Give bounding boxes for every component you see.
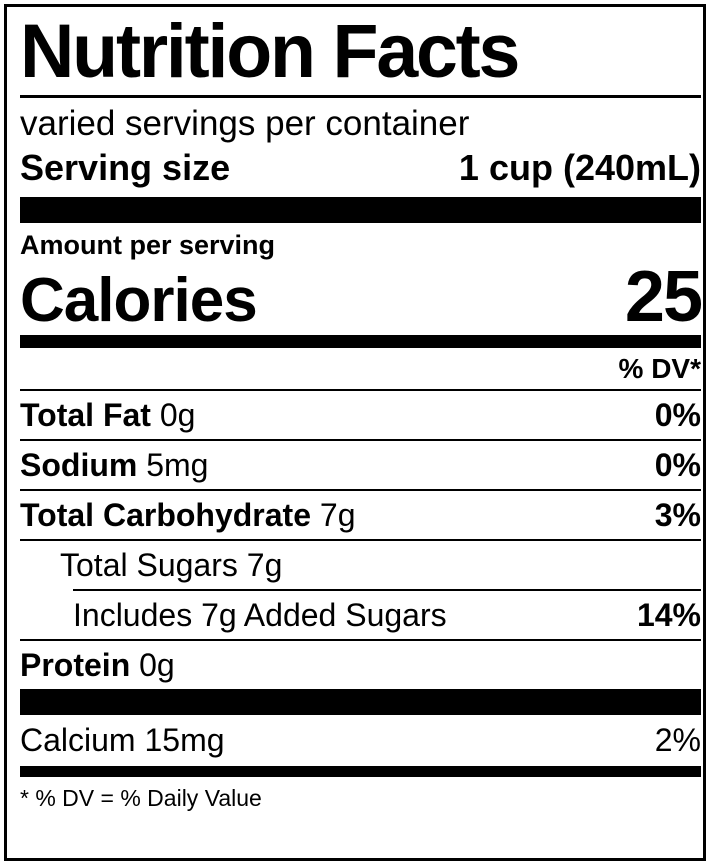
divider-row-5 (20, 639, 701, 641)
nutrient-name: Protein 0g (20, 645, 175, 685)
divider-med-footnote (20, 766, 701, 777)
calories-value: 25 (624, 257, 703, 337)
serving-size-row: Serving size 1 cup (240mL) (20, 145, 701, 197)
nutrient-dv: 0% (654, 447, 701, 483)
table-row: Total Sugars 7g (20, 541, 701, 589)
divider-heavy-top (20, 197, 701, 223)
nutrient-amount: Includes 7g Added Sugars (73, 597, 447, 633)
nutrient-name-bold: Protein (20, 647, 131, 683)
footnote: * % DV = % Daily Value (20, 785, 262, 811)
nutrient-amount: 5mg (146, 447, 209, 483)
nutrition-facts-content: Nutrition Facts varied servings per cont… (20, 7, 703, 858)
nutrient-name-bold: Sodium (20, 447, 138, 483)
divider-row-2 (20, 489, 701, 491)
calories-label: Calories (20, 266, 258, 335)
nutrition-facts-panel: Nutrition Facts varied servings per cont… (4, 4, 706, 861)
divider-row-4 (73, 589, 701, 591)
nutrient-amount: 0g (139, 647, 175, 683)
table-row: Sodium 5mg 0% (20, 441, 701, 489)
calories-row: Calories 25 (20, 257, 703, 337)
nutrient-name: Sodium 5mg (20, 445, 208, 485)
divider-heavy-vitamins (20, 689, 701, 715)
nutrient-name-bold: Total Fat (20, 397, 151, 433)
table-row: Includes 7g Added Sugars 14% (20, 591, 701, 639)
servings-per-container: varied servings per container (20, 104, 470, 143)
vitamin-name: Calcium 15mg (20, 722, 225, 758)
nutrient-amount: Total Sugars 7g (60, 547, 283, 583)
amount-per-serving-label: Amount per serving (20, 230, 276, 260)
nutrient-dv: 3% (654, 497, 701, 533)
vitamin-dv: 2% (654, 722, 701, 758)
table-row: Calcium 15mg 2% (20, 715, 701, 766)
divider-thick-calories (20, 335, 701, 348)
nutrient-amount: 7g (319, 497, 356, 533)
table-row: Total Carbohydrate 7g 3% (20, 491, 701, 539)
divider-row-0 (20, 389, 701, 391)
table-row: Protein 0g (20, 641, 701, 689)
daily-value-header: % DV* (618, 353, 701, 384)
divider-row-1 (20, 439, 701, 441)
nutrient-name: Total Carbohydrate 7g (20, 495, 355, 535)
nutrient-name: Total Fat 0g (20, 395, 195, 435)
nutrient-dv: 0% (654, 397, 701, 433)
page-title: Nutrition Facts (20, 9, 520, 94)
table-row: Total Fat 0g 0% (20, 391, 701, 439)
nutrient-dv: 14% (636, 597, 701, 633)
divider-under-title (20, 95, 701, 98)
nutrient-name-bold: Total Carbohydrate (20, 497, 311, 533)
nutrient-amount: 0g (159, 397, 196, 433)
serving-size-label: Serving size (20, 147, 231, 188)
serving-size-value: 1 cup (240mL) (458, 147, 701, 188)
divider-row-3 (20, 539, 701, 541)
